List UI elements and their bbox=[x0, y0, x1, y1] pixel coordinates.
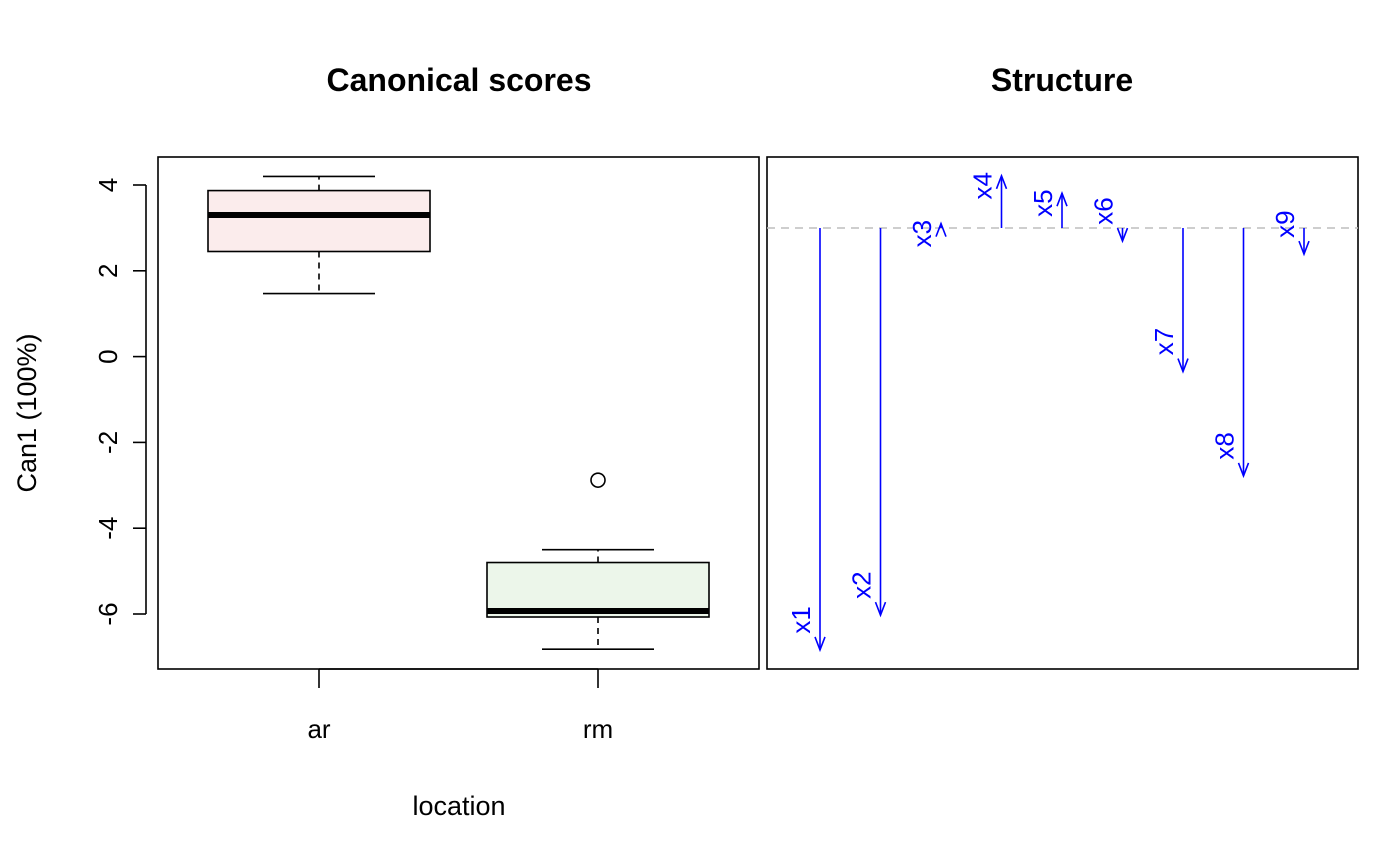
structure-arrow-x6: x6 bbox=[1089, 197, 1129, 244]
x-tick-label-ar: ar bbox=[307, 714, 330, 744]
y-tick-label: -4 bbox=[93, 517, 123, 540]
arrow-head bbox=[1116, 227, 1129, 244]
outlier-point bbox=[590, 472, 606, 488]
structure-arrow-x2: x2 bbox=[847, 228, 887, 618]
arrow-head bbox=[874, 601, 887, 618]
y-tick-label: -6 bbox=[93, 602, 123, 625]
structure-panel: Structure x1 x2 x3 x4 x5 x6 x7 x8 x9 bbox=[766, 62, 1359, 670]
y-tick-label: 4 bbox=[93, 178, 123, 192]
boxplot-title: Canonical scores bbox=[327, 62, 592, 98]
structure-arrow-x5: x5 bbox=[1028, 189, 1068, 228]
arrow-head bbox=[1237, 462, 1250, 479]
structure-label-x4: x4 bbox=[968, 172, 998, 199]
box-body bbox=[486, 561, 710, 618]
structure-arrow-x3: x3 bbox=[907, 220, 947, 247]
structure-label-x8: x8 bbox=[1210, 432, 1240, 459]
structure-arrow-x1: x1 bbox=[786, 228, 826, 653]
y-tick-label: -2 bbox=[93, 431, 123, 454]
structure-arrow-x9: x9 bbox=[1270, 210, 1310, 257]
box-body bbox=[207, 189, 431, 253]
structure-marks: x1 x2 x3 x4 x5 x6 x7 x8 x9 bbox=[786, 172, 1310, 653]
structure-label-x7: x7 bbox=[1149, 328, 1179, 355]
boxplot-panel: Canonical scores 4 2 0 -2 -4 -6 ar rm location… bbox=[12, 62, 760, 821]
box-ar bbox=[207, 175, 431, 295]
structure-label-x2: x2 bbox=[847, 571, 877, 598]
box-rm bbox=[486, 472, 710, 650]
arrow-head bbox=[935, 221, 947, 237]
structure-title: Structure bbox=[991, 62, 1133, 98]
structure-frame bbox=[766, 156, 1359, 670]
structure-arrow-x4: x4 bbox=[968, 172, 1008, 228]
arrow-head bbox=[1056, 190, 1068, 207]
arrow-head bbox=[995, 173, 1008, 190]
y-tick-label: 0 bbox=[93, 349, 123, 363]
boxplot-x-axis: ar rm bbox=[307, 668, 613, 744]
structure-arrow-x8: x8 bbox=[1210, 228, 1250, 479]
structure-label-x3: x3 bbox=[907, 220, 937, 247]
y-tick-label: 2 bbox=[93, 264, 123, 278]
boxplot-marks bbox=[207, 175, 710, 650]
structure-label-x1: x1 bbox=[786, 606, 816, 633]
structure-label-x9: x9 bbox=[1270, 210, 1300, 237]
structure-label-x5: x5 bbox=[1028, 189, 1058, 216]
structure-label-x6: x6 bbox=[1089, 197, 1119, 224]
arrow-head bbox=[1177, 358, 1189, 374]
arrow-head bbox=[1298, 240, 1310, 257]
boxplot-y-axis: 4 2 0 -2 -4 -6 bbox=[93, 178, 147, 626]
boxplot-x-axis-label: location bbox=[412, 791, 505, 821]
x-tick-label-rm: rm bbox=[583, 714, 613, 744]
arrow-head bbox=[814, 636, 826, 653]
boxplot-y-axis-label: Can1 (100%) bbox=[12, 333, 42, 492]
structure-arrow-x7: x7 bbox=[1149, 228, 1189, 374]
